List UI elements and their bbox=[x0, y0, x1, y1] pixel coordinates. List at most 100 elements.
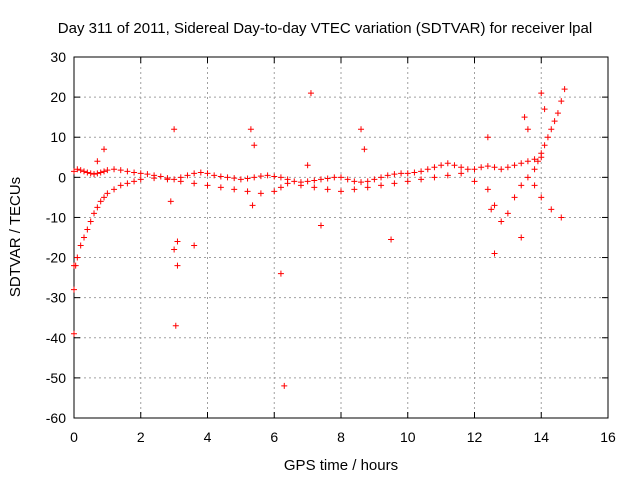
data-point bbox=[534, 158, 541, 165]
data-point bbox=[511, 194, 518, 201]
data-point bbox=[558, 98, 565, 105]
data-point bbox=[71, 168, 77, 175]
data-point bbox=[249, 202, 256, 209]
data-point bbox=[251, 142, 258, 149]
data-point bbox=[71, 286, 77, 293]
data-point bbox=[74, 166, 81, 173]
data-point bbox=[171, 176, 178, 183]
data-point bbox=[224, 174, 231, 181]
data-point bbox=[331, 174, 338, 181]
data-point bbox=[191, 242, 198, 249]
data-point bbox=[167, 198, 174, 205]
x-tick-label: 16 bbox=[600, 429, 616, 445]
data-point bbox=[291, 178, 298, 185]
data-point bbox=[531, 182, 538, 189]
data-point bbox=[458, 164, 465, 171]
data-point bbox=[172, 322, 179, 329]
data-point bbox=[531, 166, 538, 173]
y-tick-label: -20 bbox=[46, 250, 66, 266]
end-spike-series bbox=[531, 86, 568, 173]
y-axis-label: SDTVAR / TECUs bbox=[7, 177, 24, 297]
data-point bbox=[244, 175, 251, 182]
data-point bbox=[491, 164, 498, 171]
data-point bbox=[144, 171, 151, 178]
data-point bbox=[94, 204, 101, 211]
data-point bbox=[191, 170, 198, 177]
data-point bbox=[418, 168, 425, 175]
data-point bbox=[338, 174, 344, 181]
y-tick-label: 20 bbox=[50, 89, 66, 105]
data-point bbox=[84, 226, 91, 233]
data-point bbox=[77, 242, 84, 249]
main-band-series bbox=[71, 154, 545, 186]
y-tick-label: -40 bbox=[46, 330, 66, 346]
data-point bbox=[284, 180, 291, 187]
data-point bbox=[257, 190, 264, 197]
data-point bbox=[391, 171, 398, 178]
grid-lines bbox=[74, 57, 608, 418]
data-point bbox=[338, 188, 344, 195]
data-point bbox=[231, 186, 238, 193]
data-point bbox=[484, 134, 491, 141]
data-point bbox=[81, 234, 88, 241]
data-point bbox=[204, 170, 211, 177]
data-point bbox=[97, 198, 104, 205]
data-point bbox=[471, 178, 478, 185]
data-point bbox=[431, 174, 438, 181]
chart-title: Day 311 of 2011, Sidereal Day-to-day VTE… bbox=[58, 20, 592, 37]
data-point bbox=[521, 114, 528, 121]
data-point bbox=[87, 218, 94, 225]
data-point bbox=[304, 162, 311, 169]
data-point bbox=[191, 180, 198, 187]
data-point bbox=[484, 186, 491, 193]
data-point bbox=[541, 106, 548, 113]
data-point bbox=[124, 168, 131, 175]
x-tick-label: 2 bbox=[137, 429, 145, 445]
data-point bbox=[104, 190, 111, 197]
data-point bbox=[398, 170, 405, 177]
data-point bbox=[404, 170, 411, 177]
data-point bbox=[511, 162, 518, 169]
y-tick-label: -60 bbox=[46, 410, 66, 426]
data-point bbox=[498, 218, 505, 225]
data-point bbox=[478, 164, 485, 171]
data-point bbox=[184, 172, 191, 179]
data-point bbox=[174, 262, 181, 269]
data-point bbox=[358, 126, 365, 133]
data-point bbox=[264, 172, 271, 179]
data-point bbox=[97, 169, 104, 176]
data-point bbox=[94, 158, 101, 165]
data-point bbox=[498, 166, 505, 173]
data-points bbox=[71, 86, 568, 389]
data-point bbox=[324, 186, 331, 193]
data-point bbox=[171, 246, 178, 253]
x-tick-label: 12 bbox=[467, 429, 483, 445]
data-point bbox=[351, 186, 358, 193]
data-point bbox=[531, 156, 538, 163]
data-point bbox=[91, 210, 98, 217]
data-point bbox=[131, 169, 138, 176]
x-tick-label: 10 bbox=[400, 429, 416, 445]
data-point bbox=[304, 178, 311, 185]
data-point bbox=[471, 166, 478, 173]
y-tick-label: 0 bbox=[58, 169, 66, 185]
data-point bbox=[444, 172, 451, 179]
data-point bbox=[538, 90, 545, 97]
outliers-series bbox=[71, 90, 548, 389]
data-point bbox=[464, 166, 471, 173]
data-point bbox=[391, 180, 398, 187]
data-point bbox=[244, 188, 251, 195]
data-point bbox=[561, 86, 568, 93]
y-tick-label: 10 bbox=[50, 129, 66, 145]
data-point bbox=[404, 178, 411, 185]
data-point bbox=[317, 222, 324, 229]
data-point bbox=[307, 90, 314, 97]
data-point bbox=[444, 160, 451, 167]
data-point bbox=[554, 110, 561, 117]
data-point bbox=[124, 180, 131, 187]
data-point bbox=[524, 158, 531, 165]
data-point bbox=[324, 175, 331, 182]
data-point bbox=[204, 182, 211, 189]
data-point bbox=[524, 126, 531, 133]
